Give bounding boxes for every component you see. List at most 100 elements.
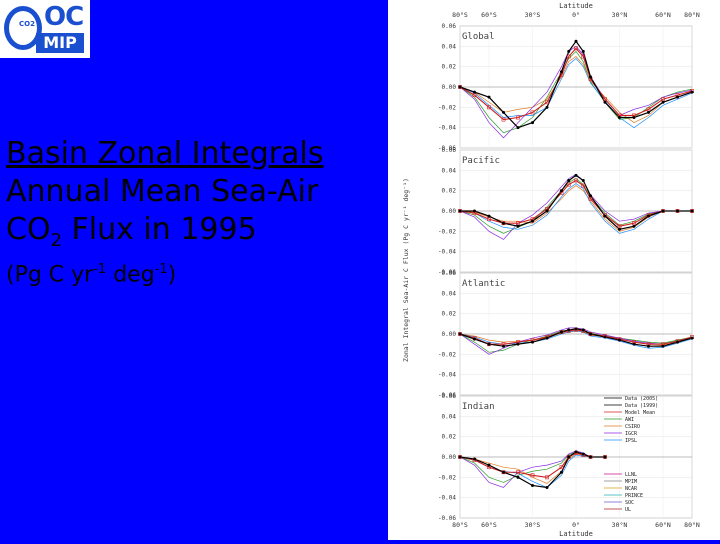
y-tick-label: -0.02 bbox=[438, 104, 456, 111]
x-tick-label-top: 30°S bbox=[525, 11, 541, 19]
x-tick-label-top: 30°N bbox=[612, 11, 628, 19]
title-line-2: Annual Mean Sea-Air bbox=[6, 174, 319, 209]
data-point bbox=[676, 209, 679, 213]
model-series-line bbox=[459, 45, 693, 139]
data-point bbox=[545, 336, 549, 340]
data-point bbox=[647, 110, 650, 114]
model-mean-marker bbox=[566, 455, 571, 459]
y-axis-label: Zonal Integral Sea-Air C Flux (Pg C yr⁻¹… bbox=[402, 178, 410, 362]
data-point bbox=[690, 209, 694, 213]
units-pre: (Pg C yr bbox=[6, 262, 94, 288]
y-tick-label: 0.04 bbox=[442, 413, 457, 420]
data-point bbox=[560, 189, 563, 193]
data-point bbox=[618, 116, 621, 119]
data-point bbox=[567, 328, 571, 332]
model-mean-marker bbox=[566, 182, 571, 187]
data-point bbox=[589, 75, 592, 79]
model-mean-marker bbox=[501, 221, 506, 226]
data-point bbox=[458, 85, 462, 89]
data-point bbox=[589, 332, 592, 336]
data-point bbox=[487, 95, 491, 99]
model-mean-marker bbox=[603, 455, 607, 459]
data-point bbox=[574, 39, 578, 43]
legend-entry: MPIM bbox=[625, 479, 637, 485]
data-point bbox=[458, 209, 462, 213]
data-point bbox=[560, 70, 563, 74]
data-point bbox=[473, 337, 476, 341]
y-tick-label: -0.04 bbox=[438, 495, 456, 502]
x-tick-label-bottom: 60°N bbox=[655, 521, 671, 529]
y-tick-label: -0.06 bbox=[438, 515, 456, 522]
data-point bbox=[487, 342, 491, 346]
data-point bbox=[531, 483, 534, 487]
x-tick-label-bottom: 80°N bbox=[684, 521, 700, 529]
slide-title: Basin Zonal Integrals Annual Mean Sea-Ai… bbox=[6, 135, 386, 260]
data-point bbox=[581, 452, 585, 456]
model-series-line bbox=[459, 50, 693, 134]
data-point bbox=[618, 338, 621, 342]
units-label: (Pg C yr-1 deg-1) bbox=[6, 262, 176, 287]
legend-entry: Data (2005) bbox=[625, 396, 658, 402]
data-point bbox=[647, 214, 650, 218]
data-point bbox=[567, 179, 571, 182]
data-point bbox=[473, 90, 476, 94]
x-tick-label-bottom: 0° bbox=[572, 521, 580, 529]
logo-mip-text: MIP bbox=[36, 33, 84, 53]
data-point bbox=[632, 342, 636, 346]
data-point bbox=[502, 470, 505, 474]
x-tick-label-bottom: 30°N bbox=[612, 521, 628, 529]
data-point bbox=[545, 486, 549, 489]
title-co2-subscript: 2 bbox=[50, 230, 63, 251]
y-tick-label: 0.00 bbox=[442, 208, 457, 215]
x-tick-label-bottom: 80°S bbox=[452, 521, 468, 529]
data-point bbox=[567, 455, 571, 459]
y-tick-label: 0.04 bbox=[442, 290, 457, 297]
logo-co2-text: CO2 bbox=[19, 20, 35, 28]
model-mean-marker bbox=[566, 54, 571, 59]
y-tick-label: 0.04 bbox=[442, 43, 457, 50]
data-point bbox=[487, 214, 491, 218]
model-mean-marker bbox=[516, 470, 520, 475]
model-mean-marker bbox=[559, 330, 564, 334]
y-tick-label: 0.06 bbox=[442, 147, 457, 154]
data-point bbox=[473, 209, 476, 213]
data-point bbox=[589, 194, 592, 198]
data-point bbox=[545, 209, 549, 213]
legend-entry: NCAR bbox=[625, 486, 638, 492]
y-tick-label: -0.06 bbox=[438, 392, 456, 399]
legend-entry: SOC bbox=[625, 500, 634, 506]
model-mean-marker bbox=[501, 470, 506, 475]
data-point bbox=[516, 342, 520, 346]
data-point bbox=[661, 344, 665, 348]
data-point bbox=[676, 95, 679, 99]
logo-oc-text: OC bbox=[44, 2, 84, 32]
model-mean-marker bbox=[675, 209, 680, 213]
data-point bbox=[502, 110, 505, 114]
model-mean-marker bbox=[581, 54, 586, 59]
model-series-line bbox=[459, 178, 692, 234]
y-tick-label: -0.06 bbox=[438, 269, 456, 276]
model-mean-marker bbox=[545, 475, 549, 480]
model-mean-marker bbox=[487, 342, 491, 347]
data-point bbox=[574, 450, 578, 454]
y-tick-label: 0.02 bbox=[442, 188, 457, 195]
data-point bbox=[560, 330, 563, 334]
model-series-line bbox=[459, 58, 693, 129]
model-mean-marker bbox=[661, 209, 665, 213]
data-point bbox=[458, 332, 462, 336]
data-point bbox=[560, 470, 563, 474]
model-mean-marker bbox=[458, 209, 462, 213]
panel-title: Indian bbox=[462, 402, 495, 412]
y-tick-label: -0.02 bbox=[438, 351, 456, 358]
legend-entry: Data (1999) bbox=[625, 403, 658, 409]
data-point bbox=[581, 179, 585, 182]
zonal-flux-chart: Latitude Latitude 80°S 80°S 60°S 60°S 30°S 30°S… bbox=[402, 2, 700, 538]
model-series-line bbox=[459, 183, 692, 234]
x-tick-label-top: 80°N bbox=[684, 11, 700, 19]
data-point bbox=[618, 227, 621, 231]
model-mean-marker bbox=[581, 183, 586, 188]
x-tick-label-top: 80°S bbox=[452, 11, 468, 19]
x-tick-label-top: 60°N bbox=[655, 11, 671, 19]
title-co: CO bbox=[6, 212, 51, 247]
data-point bbox=[574, 173, 578, 177]
